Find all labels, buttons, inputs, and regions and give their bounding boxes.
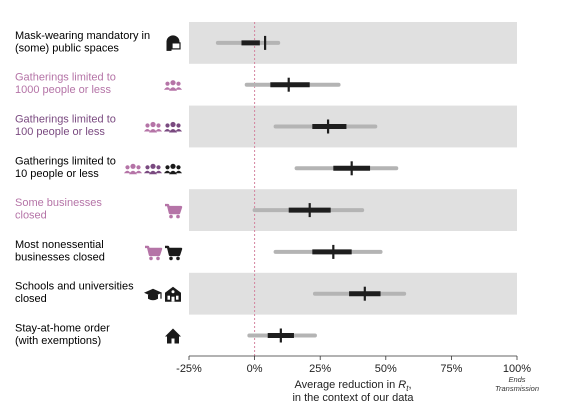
people-icon-light	[164, 80, 182, 91]
x-axis: -25% 0% 25% 50% 75% 100% Average reduction in …	[176, 355, 539, 404]
interval-row	[294, 161, 399, 176]
interval-row	[273, 119, 378, 134]
category-label: Gatherings limited to	[15, 114, 116, 126]
school-icon	[165, 286, 181, 302]
cart-icon-light	[145, 245, 163, 261]
category-label: Mask-wearing mandatory in	[15, 30, 150, 42]
category-label: Schools and universities	[15, 281, 134, 293]
x-tick-label: -25%	[176, 363, 202, 375]
category-icons	[124, 35, 183, 344]
category-label: Stay-at-home order	[15, 323, 110, 335]
category-label: (some) public spaces	[15, 42, 119, 54]
x-tick-label: 50%	[375, 363, 397, 375]
x-tick-label: 0%	[247, 363, 263, 375]
category-label: Most nonessential	[15, 239, 104, 251]
category-labels: Mask-wearing mandatory in(some) public s…	[15, 30, 150, 347]
category-label: closed	[15, 210, 47, 222]
x-tick-label: 25%	[309, 363, 331, 375]
category-label: closed	[15, 293, 47, 305]
x-axis-label-line2: in the context of our data	[292, 392, 414, 404]
mask-icon	[166, 35, 181, 51]
x-axis-label: Average reduction in Rt,	[294, 379, 411, 393]
ends-transmission-note: Transmission	[495, 384, 539, 393]
home-icon	[165, 328, 181, 344]
people-icon-medium	[164, 121, 182, 133]
people-icon-light	[124, 163, 142, 175]
x-tick-label: 75%	[440, 363, 462, 375]
cart-icon-light	[165, 203, 183, 219]
cart-icon-dark	[165, 245, 183, 261]
interval-row	[215, 35, 281, 50]
ends-transmission-note: Ends	[508, 375, 525, 384]
x-tick-label: 100%	[503, 363, 531, 375]
category-label: 100 people or less	[15, 126, 105, 138]
interval-row	[247, 328, 317, 343]
interval-row	[312, 286, 407, 301]
category-label: Gatherings limited to	[15, 72, 116, 84]
people-icon-light	[144, 121, 162, 133]
intervals-layer	[215, 35, 407, 343]
category-label: (with exemptions)	[15, 335, 101, 347]
people-icon-medium	[144, 163, 162, 175]
category-label: 10 people or less	[15, 168, 99, 180]
category-label: businesses closed	[15, 251, 105, 263]
people-icon-dark	[164, 163, 182, 175]
interval-row	[273, 244, 383, 259]
interval-row	[244, 77, 341, 92]
category-label: Gatherings limited to	[15, 155, 116, 167]
graduation-cap-icon	[144, 288, 162, 301]
interval-row	[252, 203, 365, 218]
category-label: 1000 people or less	[15, 84, 112, 96]
category-label: Some businesses	[15, 197, 102, 209]
